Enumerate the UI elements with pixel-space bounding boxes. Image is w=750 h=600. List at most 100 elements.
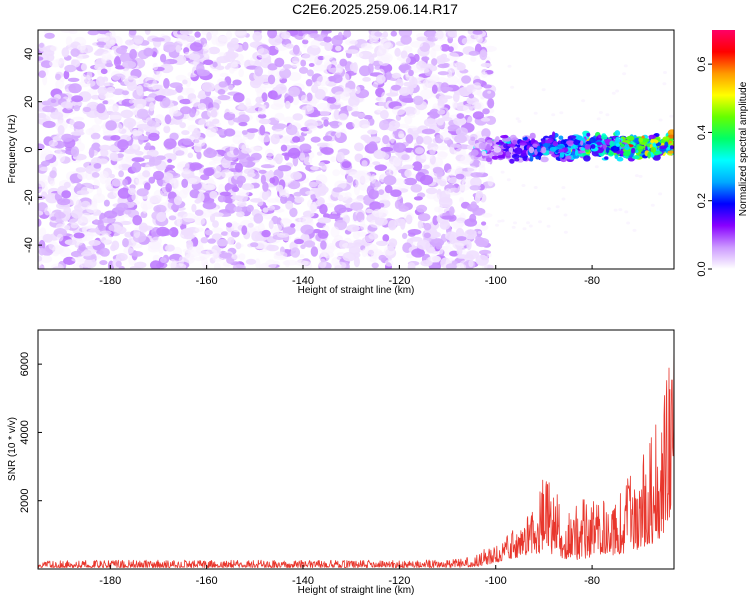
spectrogram-cell <box>255 258 261 269</box>
spectrogram-cell <box>439 196 453 208</box>
spectrogram-cell <box>136 188 149 197</box>
spectrogram-y-axis-title: Frequency (Hz) <box>7 115 18 184</box>
spectrogram-cell <box>323 60 332 70</box>
spectrogram-cell <box>497 219 502 223</box>
spectrogram-cell <box>200 237 209 244</box>
spectrogram-cell <box>212 220 219 228</box>
spectrogram-cell <box>613 208 618 212</box>
spectrogram-cell <box>105 120 117 131</box>
spectrogram-cell <box>473 82 482 89</box>
spectrogram-cell <box>618 208 623 212</box>
spectrogram-cell <box>374 181 382 188</box>
spectrogram-cell <box>402 232 408 239</box>
spectrogram-cell <box>50 263 64 269</box>
spectrogram-cell <box>522 227 527 231</box>
spectrogram-cell <box>232 117 244 123</box>
spectrogram-cell <box>38 174 49 181</box>
spectrogram-cell <box>123 247 134 254</box>
spectrogram-cell <box>269 159 277 166</box>
spectrogram-cell <box>323 36 332 43</box>
spectrogram-cell <box>292 44 300 55</box>
spectrogram-cell <box>203 59 214 66</box>
spectrogram-cell <box>236 211 245 218</box>
spectrogram-cell <box>346 175 354 184</box>
spectrogram-cell <box>343 73 350 84</box>
spectrogram-cell <box>61 190 72 199</box>
spectrogram-cell <box>163 125 171 134</box>
spectrogram-cell <box>280 217 292 228</box>
spectrogram-cell <box>412 161 423 172</box>
spectrogram-cell <box>109 173 115 179</box>
spectrogram-cell <box>475 254 489 266</box>
spectrogram-cell <box>90 132 101 140</box>
spectrogram-cell <box>220 169 233 178</box>
spectrogram-cell <box>404 115 413 125</box>
spectrogram-cell <box>338 113 348 121</box>
spectrogram-cell <box>472 111 484 120</box>
spectrogram-cell <box>182 212 196 223</box>
spectrogram-cell <box>403 81 412 87</box>
spectrogram-cell <box>255 96 263 104</box>
spectrogram-cell <box>284 259 290 268</box>
spectrogram-cell <box>659 145 668 150</box>
spectrogram-cell <box>580 147 585 151</box>
spectrogram-cell <box>608 151 614 156</box>
spectrogram-cell <box>567 135 577 140</box>
spectrogram-cell <box>267 30 278 39</box>
spectrogram-cell <box>431 58 438 66</box>
spectrogram-cell <box>197 192 205 203</box>
spectrogram-cell <box>38 70 46 78</box>
spectrogram-cell <box>257 105 266 116</box>
spectrogram-cell <box>224 65 230 70</box>
spectrogram-cell <box>468 259 474 268</box>
spectrogram-cell <box>658 118 663 122</box>
spectrogram-cell <box>232 79 242 86</box>
spectrogram-cell <box>275 83 287 95</box>
spectrogram-cell <box>153 170 164 181</box>
spectrogram-cell <box>470 149 479 156</box>
spectrogram-cell <box>258 118 271 125</box>
spectrogram-cell <box>371 40 381 46</box>
spectrogram-cell <box>49 180 56 186</box>
spectrogram-cell <box>38 56 44 61</box>
spectrogram-cell <box>558 148 565 153</box>
spectrogram-cell <box>202 179 216 191</box>
spectrogram-cell <box>373 186 388 192</box>
spectrogram-cell <box>305 190 315 195</box>
spectrogram-cell <box>176 161 190 172</box>
spectrogram-cell <box>389 165 398 177</box>
spectrogram-cell <box>261 92 268 103</box>
spectrogram-cell <box>601 134 608 140</box>
spectrogram-cell <box>252 31 263 42</box>
spectrogram-cell <box>60 30 75 33</box>
spectrogram-cell <box>256 87 264 98</box>
spectrogram-cell <box>445 241 451 247</box>
spectrogram-cell <box>302 39 309 45</box>
spectrogram-cell <box>314 88 326 100</box>
spectrogram-cell <box>420 260 433 267</box>
spectrogram-cell <box>253 213 264 224</box>
spectrogram-cell <box>208 46 220 55</box>
spectrogram-cell <box>71 209 83 219</box>
spectrogram-cell <box>506 178 511 182</box>
spectrogram-cell <box>75 238 84 246</box>
spectrogram-cell <box>250 178 257 184</box>
spectrogram-cell <box>429 108 440 119</box>
spectrogram-cell <box>96 41 107 46</box>
spectrogram-cell <box>260 174 266 185</box>
spectrogram-cell <box>48 241 59 251</box>
spectrogram-cell <box>87 228 101 237</box>
spectrogram-cell <box>230 37 239 45</box>
spectrogram-cell <box>49 170 57 179</box>
spectrogram-cell <box>371 253 377 259</box>
spectrogram-cell <box>280 144 288 152</box>
spectrogram-cell <box>216 42 226 47</box>
spectrogram-cell <box>650 146 657 153</box>
spectrogram-cell <box>197 69 210 77</box>
spectrogram-cell <box>361 160 368 167</box>
spectrogram-cell <box>533 111 538 115</box>
spectrogram-cell <box>453 148 467 157</box>
spectrogram-cell <box>175 45 182 53</box>
spectrogram-cell <box>669 145 674 150</box>
spectrogram-cell <box>382 31 389 38</box>
